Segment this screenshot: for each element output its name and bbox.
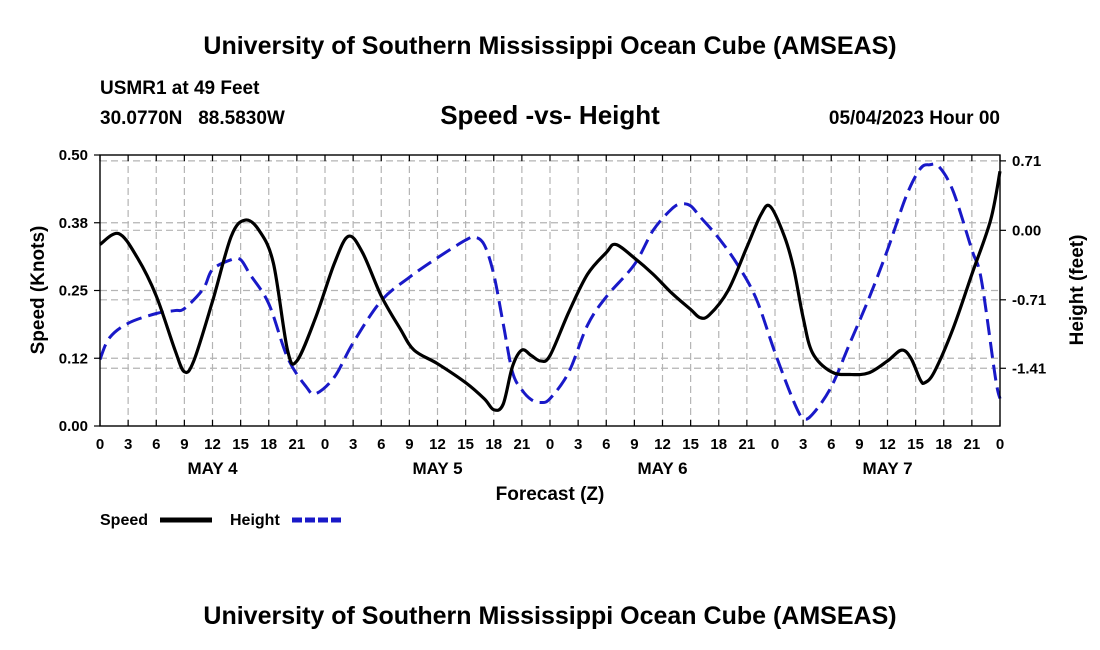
x-tick-label: 0 [546, 436, 554, 453]
axis-ticks: 0 3 6 9 12 15 18 21 0 3 6 9 12 15 18 21 0 3 6 9 12 15 18 21 0 3 6 9… [59, 147, 1046, 478]
x-tick-label: 0 [96, 436, 104, 453]
station-label: USMR1 at 49 Feet [100, 78, 260, 99]
y2-tick-label: -1.41 [1012, 360, 1046, 377]
x-tick-label: 15 [232, 436, 249, 453]
x-tick-label: 0 [771, 436, 779, 453]
x-tick-label: 18 [485, 436, 502, 453]
series-line-speed [99, 170, 1002, 412]
x-tick-label: 15 [907, 436, 924, 453]
x-tick-label: 3 [799, 436, 807, 453]
y-tick-label: 0.12 [59, 350, 88, 367]
run-time: 05/04/2023 Hour 00 [829, 108, 1000, 129]
day-label: MAY 6 [637, 459, 687, 478]
legend-height-label: Height [230, 512, 280, 529]
x-tick-label: 15 [682, 436, 699, 453]
x-tick-label: 18 [260, 436, 277, 453]
x-tick-label: 9 [855, 436, 863, 453]
x-tick-label: 12 [204, 436, 221, 453]
y-tick-label: 0.00 [59, 418, 88, 435]
x-tick-label: 6 [377, 436, 385, 453]
x-tick-label: 9 [405, 436, 413, 453]
x-tick-label: 6 [827, 436, 835, 453]
x-tick-label: 21 [289, 436, 306, 453]
x-tick-label: 6 [602, 436, 610, 453]
series-line-height [98, 162, 1002, 421]
x-tick-label: 21 [739, 436, 756, 453]
series-layer [98, 162, 1002, 421]
grid [100, 155, 1000, 426]
y2-tick-label: -0.71 [1012, 292, 1046, 309]
y-tick-label: 0.25 [59, 283, 88, 300]
x-tick-label: 3 [574, 436, 582, 453]
station-coords: 30.0770N 88.5830W [100, 108, 285, 129]
x-tick-label: 6 [152, 436, 160, 453]
x-tick-label: 12 [879, 436, 896, 453]
legend: Speed Height [100, 512, 342, 529]
x-tick-label: 12 [654, 436, 671, 453]
y2-tick-label: 0.71 [1012, 153, 1041, 170]
y2-axis-title: Height (feet) [1067, 235, 1088, 346]
x-tick-label: 3 [124, 436, 132, 453]
x-tick-label: 18 [935, 436, 952, 453]
x-tick-label: 21 [514, 436, 531, 453]
y-tick-label: 0.38 [59, 215, 88, 232]
day-label: MAY 5 [412, 459, 462, 478]
x-tick-label: 9 [180, 436, 188, 453]
chart-title: Speed -vs- Height [440, 100, 660, 130]
x-tick-label: 0 [321, 436, 329, 453]
bottom-title: University of Southern Mississippi Ocean… [203, 602, 896, 630]
x-tick-label: 21 [964, 436, 981, 453]
x-tick-label: 15 [457, 436, 474, 453]
day-label: MAY 7 [862, 459, 912, 478]
x-axis-title: Forecast (Z) [496, 484, 605, 505]
x-tick-label: 12 [429, 436, 446, 453]
legend-speed-label: Speed [100, 512, 148, 529]
y-axis-title: Speed (Knots) [28, 226, 49, 355]
top-title: University of Southern Mississippi Ocean… [203, 32, 896, 60]
x-tick-label: 9 [630, 436, 638, 453]
y2-tick-label: 0.00 [1012, 222, 1041, 239]
x-tick-label: 3 [349, 436, 357, 453]
x-tick-label: 0 [996, 436, 1004, 453]
day-label: MAY 4 [187, 459, 238, 478]
y-tick-label: 0.50 [59, 147, 88, 164]
x-tick-label: 18 [710, 436, 727, 453]
